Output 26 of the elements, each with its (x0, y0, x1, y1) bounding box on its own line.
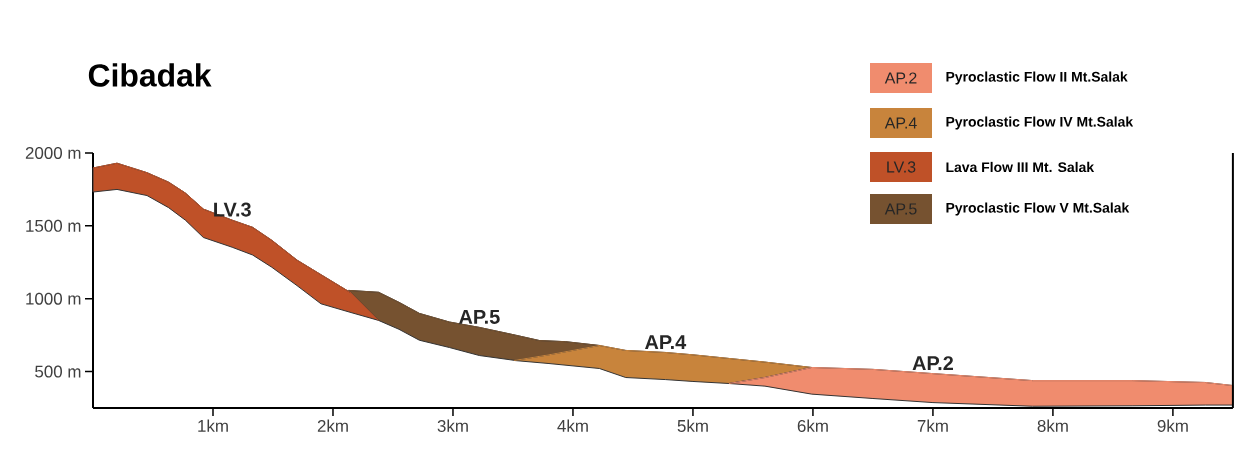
legend-label: Pyroclastic Flow IV Mt.Salak (946, 116, 1134, 130)
annotation: AP.5 (459, 309, 500, 324)
annotation: AP.2 (912, 356, 954, 371)
x-tick-label: 9km (1157, 419, 1188, 432)
x-tick-label: 3km (437, 419, 468, 432)
legend-label: Lava Flow III Mt. Salak (946, 161, 1095, 173)
y-tick-label: 2000 m (25, 146, 81, 159)
annotation: LV.3 (214, 202, 251, 217)
annotation: LV.3 (887, 161, 916, 173)
x-tick-label: 5km (677, 419, 708, 432)
x-tick-label: 2km (317, 419, 348, 432)
x-tick-label: 7km (917, 419, 948, 432)
y-tick-label: 500 m (35, 365, 81, 378)
legend-label: Pyroclastic Flow II Mt.Salak (946, 71, 1128, 85)
y-tick-label: 1500 m (26, 219, 81, 232)
x-tick-label: 8km (1037, 419, 1068, 432)
chart-title: Cibadak (88, 63, 212, 87)
text: AP.4 (884, 117, 917, 129)
annotation: AP.4 (644, 335, 687, 349)
x-tick-label: 1km (198, 419, 228, 432)
legend-label: Pyroclastic Flow V Mt.Salak (946, 202, 1130, 216)
y-tick-label: 1000 m (26, 292, 81, 305)
x-tick-label: 4km (557, 419, 588, 432)
text: AP.2 (884, 72, 917, 84)
annotation: AP.5 (884, 203, 917, 215)
x-tick-label: 6km (797, 419, 828, 432)
